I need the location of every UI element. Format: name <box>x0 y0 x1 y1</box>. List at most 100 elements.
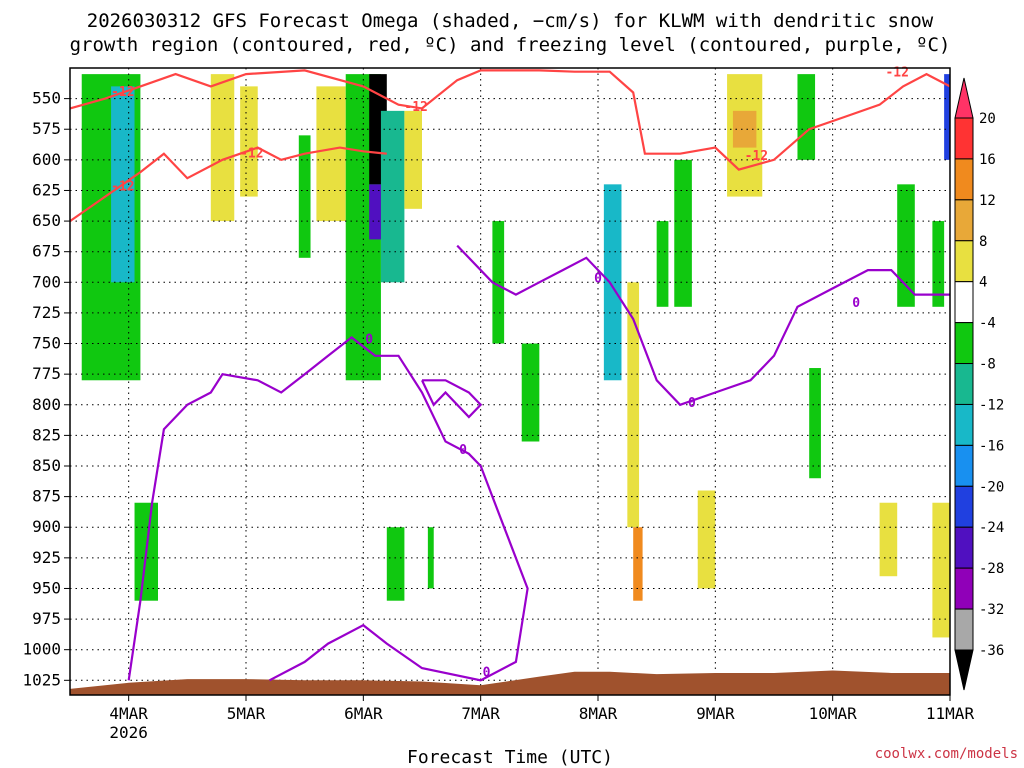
omega-cell-30 <box>427 527 434 589</box>
colorbar-band-10 <box>954 485 974 528</box>
x-tick-label-4: 8MAR <box>579 704 618 723</box>
y-tick-label-975: 975 <box>32 609 61 628</box>
omega-cell-29 <box>797 74 816 160</box>
omega-cell-23 <box>809 368 821 479</box>
colorbar-band-5 <box>954 281 974 324</box>
plot-area: -12 -12 -12 -12 -12 -12 0 0 0 0 0 0 <box>69 66 951 696</box>
snow-growth-contour-lower <box>69 146 387 223</box>
chart-title-line2: growth region (contoured, red, ºC) and f… <box>70 34 951 56</box>
omega-cell-17 <box>633 527 643 601</box>
freezing-contour-label-3: 0 <box>594 271 602 286</box>
colorbar-label-3: 8 <box>979 234 987 250</box>
freezing-contour-1 <box>421 379 483 419</box>
colorbar-band-4 <box>954 240 974 283</box>
y-tick-label-575: 575 <box>32 119 61 138</box>
colorbar-bottom-arrow <box>954 649 974 691</box>
colorbar-band-13 <box>954 608 974 651</box>
colorbar-label-12: -32 <box>979 602 1004 618</box>
chart-title-line1: 2026030312 GFS Forecast Omega (shaded, −… <box>87 10 934 32</box>
omega-cell-5 <box>298 135 311 258</box>
colorbar-label-6: -8 <box>979 357 996 373</box>
y-tick-label-775: 775 <box>32 364 61 383</box>
colorbar: 20 16 12 8 4 -4 -8 -12 -16 -20 -24 -28 -32 -36 <box>954 77 1004 691</box>
freezing-contour-label-2: 0 <box>483 666 491 681</box>
omega-cell-19 <box>674 159 692 307</box>
freezing-contour-label-0: 0 <box>365 333 373 348</box>
colorbar-band-11 <box>954 526 974 569</box>
colorbar-label-1: 16 <box>979 152 996 168</box>
y-tick-label-825: 825 <box>32 425 61 444</box>
colorbar-label-9: -20 <box>979 479 1004 495</box>
omega-cell-18 <box>656 221 669 307</box>
colorbar-band-2 <box>954 158 974 201</box>
y-tick-label-850: 850 <box>32 456 61 475</box>
freezing-contour-0 <box>127 336 529 682</box>
colorbar-band-7 <box>954 363 974 405</box>
colorbar-band-9 <box>954 444 974 487</box>
terrain-fill <box>70 670 950 695</box>
omega-shading <box>81 74 950 638</box>
y-tick-label-1025: 1025 <box>22 670 61 689</box>
colorbar-label-4: 4 <box>979 275 987 291</box>
colorbar-label-2: 12 <box>979 193 996 209</box>
y-tick-label-1000: 1000 <box>22 640 61 659</box>
colorbar-label-10: -24 <box>979 520 1004 536</box>
omega-cell-25 <box>897 184 915 307</box>
colorbar-label-13: -36 <box>979 643 1004 659</box>
omega-cell-13 <box>492 221 505 344</box>
colorbar-band-12 <box>954 567 974 610</box>
snow-growth-contour-label-4: -12 <box>240 146 263 161</box>
freezing-contour-label-4: 0 <box>688 396 696 411</box>
snow-growth-contour-label-3: -12 <box>885 66 908 81</box>
x-tick-label-7: 11MAR <box>926 704 975 723</box>
x-tick-label-2: 6MAR <box>344 704 383 723</box>
omega-cell-16 <box>627 282 640 528</box>
x-tick-label-6: 10MAR <box>809 704 858 723</box>
snow-growth-contour-label-1: -12 <box>404 100 427 115</box>
omega-cell-4 <box>240 86 258 197</box>
y-tick-label-800: 800 <box>32 395 61 414</box>
y-tick-label-925: 925 <box>32 548 61 567</box>
snow-growth-contour-label-2: -12 <box>745 149 768 164</box>
colorbar-band-6 <box>954 322 974 365</box>
snow-growth-contour-label-0: -12 <box>111 85 134 100</box>
freezing-contour-label-5: 0 <box>852 296 860 311</box>
y-tick-label-675: 675 <box>32 242 61 261</box>
colorbar-band-3 <box>954 199 974 242</box>
y-tick-label-700: 700 <box>32 272 61 291</box>
omega-cell-26 <box>932 221 945 307</box>
omega-cell-11 <box>404 110 422 209</box>
omega-cell-22 <box>732 110 757 148</box>
x-axis-label: Forecast Time (UTC) <box>407 747 613 768</box>
x-tick-label-1: 5MAR <box>227 704 266 723</box>
colorbar-label-8: -16 <box>979 438 1004 454</box>
colorbar-band-1 <box>954 117 974 160</box>
snow-growth-contour-label-5: -12 <box>111 179 134 194</box>
plot-frame <box>69 67 951 696</box>
freezing-contour-label-1: 0 <box>459 443 467 458</box>
grid-lines <box>70 68 951 695</box>
omega-cell-28 <box>944 74 950 160</box>
omega-cell-14 <box>521 343 540 442</box>
y-tick-label-625: 625 <box>32 180 61 199</box>
omega-cell-24 <box>879 502 898 577</box>
credit-text: coolwx.com/models <box>875 746 1018 762</box>
y-tick-label-650: 650 <box>32 211 61 230</box>
y-tick-label-900: 900 <box>32 517 61 536</box>
freezing-contour-2 <box>456 244 950 407</box>
y-tick-label-725: 725 <box>32 303 61 322</box>
omega-cell-10 <box>380 110 405 283</box>
omega-cell-27 <box>932 502 950 638</box>
omega-cell-6 <box>316 86 346 222</box>
omega-cell-20 <box>697 490 716 589</box>
omega-cell-3 <box>210 74 235 222</box>
omega-cell-15 <box>603 184 622 381</box>
y-axis: 550 575 600 625 650 675 700 725 750 775 800 825 850 8… <box>22 89 70 689</box>
colorbar-label-7: -12 <box>979 397 1004 413</box>
y-tick-label-875: 875 <box>32 487 61 506</box>
x-tick-label-5: 9MAR <box>696 704 735 723</box>
omega-cell-12 <box>386 527 405 601</box>
colorbar-label-0: 20 <box>979 111 996 127</box>
